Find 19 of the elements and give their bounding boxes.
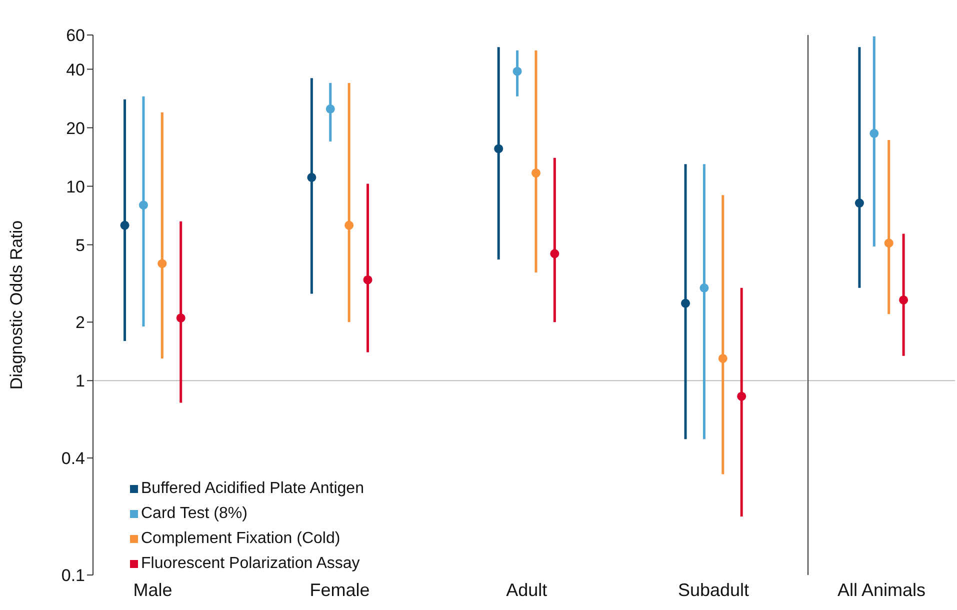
legend-label: Complement Fixation (Cold) [141,529,340,549]
y-tick-label: 0.4 [61,449,85,468]
y-tick-label: 5 [76,236,85,255]
y-tick-label: 40 [66,60,85,80]
legend-label: Buffered Acidified Plate Antigen [141,479,364,499]
x-tick-label: All Animals [837,580,926,600]
y-tick-label: 0.1 [61,566,85,586]
y-tick-label: 60 [66,26,85,46]
y-tick-label: 2 [76,313,85,332]
y-axis-title: Diagnostic Odds Ratio [7,220,26,390]
x-tick-label: Male [133,580,172,600]
x-tick-label: Female [310,580,370,600]
legend-label: Fluorescent Polarization Assay [141,554,360,574]
y-tick-label: 20 [66,118,85,138]
y-tick-label: 1 [76,372,85,391]
x-tick-label: Subadult [678,580,750,600]
x-tick-label: Adult [506,580,548,600]
legend-label: Card Test (8%) [141,504,248,524]
y-tick-label: 10 [66,177,85,196]
